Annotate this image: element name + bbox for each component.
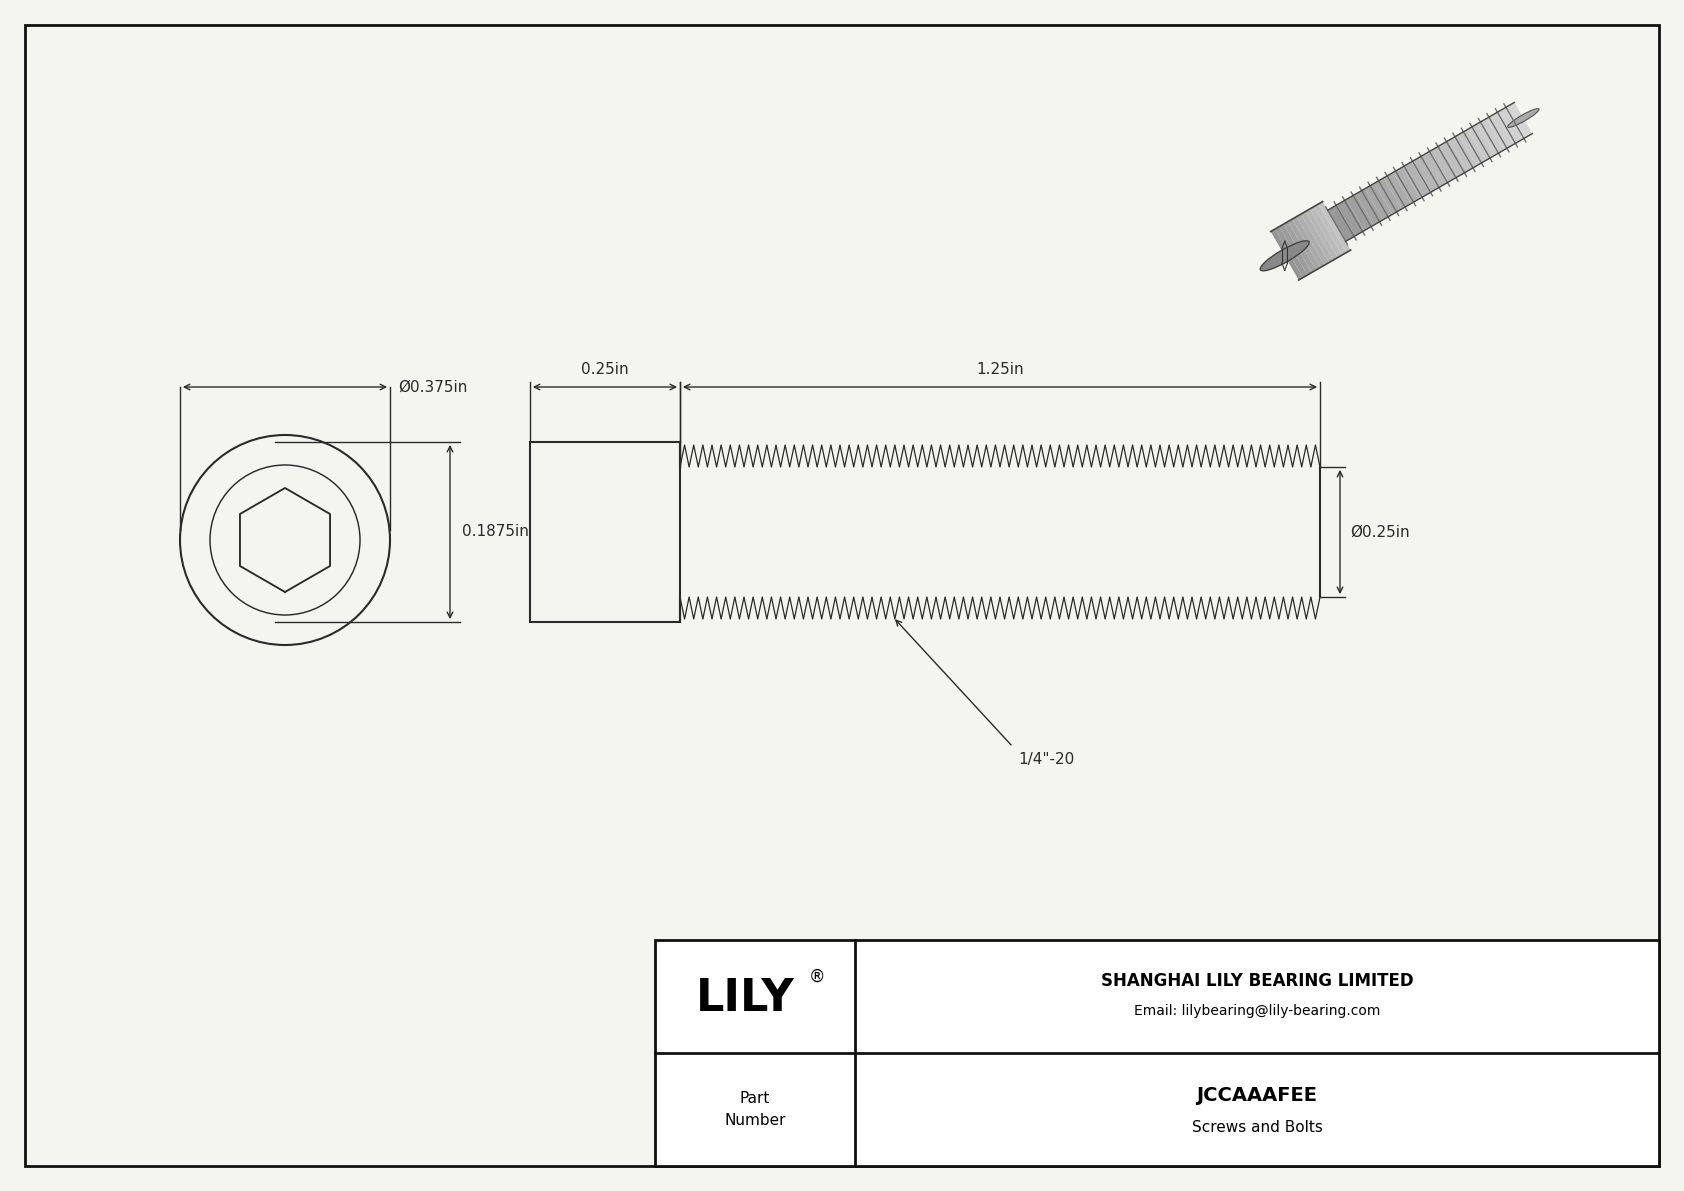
Polygon shape bbox=[1280, 224, 1312, 275]
Polygon shape bbox=[1319, 201, 1351, 252]
Text: JCCAAAFEE: JCCAAAFEE bbox=[1197, 1086, 1317, 1105]
Polygon shape bbox=[1327, 205, 1356, 242]
Polygon shape bbox=[1374, 177, 1401, 214]
Text: 1/4"-20: 1/4"-20 bbox=[1019, 752, 1074, 767]
Polygon shape bbox=[1337, 199, 1364, 236]
Text: 0.1875in: 0.1875in bbox=[461, 524, 529, 540]
Text: Screws and Bolts: Screws and Bolts bbox=[1192, 1120, 1322, 1135]
Polygon shape bbox=[1366, 183, 1393, 220]
Polygon shape bbox=[1271, 229, 1303, 280]
Polygon shape bbox=[1411, 156, 1440, 193]
Text: ®: ® bbox=[808, 967, 825, 985]
Polygon shape bbox=[1477, 119, 1504, 155]
Bar bbox=[530, 442, 680, 622]
Text: Ø0.25in: Ø0.25in bbox=[1351, 524, 1410, 540]
Polygon shape bbox=[1283, 222, 1315, 273]
Polygon shape bbox=[1275, 226, 1307, 278]
Text: 0.25in: 0.25in bbox=[581, 362, 628, 378]
Polygon shape bbox=[1288, 219, 1320, 270]
Polygon shape bbox=[1421, 151, 1448, 187]
Polygon shape bbox=[1505, 102, 1532, 139]
Polygon shape bbox=[1468, 124, 1495, 161]
Polygon shape bbox=[1430, 145, 1458, 182]
Polygon shape bbox=[1346, 194, 1374, 231]
Polygon shape bbox=[1440, 141, 1467, 176]
Ellipse shape bbox=[1507, 108, 1539, 127]
Polygon shape bbox=[1393, 167, 1420, 204]
Polygon shape bbox=[1487, 113, 1514, 150]
Polygon shape bbox=[1310, 206, 1342, 257]
Bar bbox=[655, 940, 1659, 1166]
Text: Ø0.375in: Ø0.375in bbox=[397, 380, 468, 394]
Polygon shape bbox=[1448, 135, 1477, 172]
Text: SHANGHAI LILY BEARING LIMITED: SHANGHAI LILY BEARING LIMITED bbox=[1101, 973, 1413, 991]
Polygon shape bbox=[1403, 162, 1430, 198]
Polygon shape bbox=[1384, 173, 1411, 210]
Polygon shape bbox=[1458, 130, 1485, 166]
Polygon shape bbox=[1302, 212, 1334, 262]
Polygon shape bbox=[1314, 204, 1346, 255]
Polygon shape bbox=[1305, 210, 1337, 260]
Ellipse shape bbox=[1260, 241, 1308, 270]
Text: Part
Number: Part Number bbox=[724, 1091, 786, 1128]
Text: 1.25in: 1.25in bbox=[977, 362, 1024, 378]
Text: LILY: LILY bbox=[695, 977, 795, 1019]
Polygon shape bbox=[1495, 108, 1522, 144]
Polygon shape bbox=[1356, 188, 1383, 225]
Polygon shape bbox=[1297, 214, 1329, 266]
Polygon shape bbox=[1292, 217, 1325, 268]
Text: Email: lilybearing@lily-bearing.com: Email: lilybearing@lily-bearing.com bbox=[1133, 1004, 1381, 1018]
